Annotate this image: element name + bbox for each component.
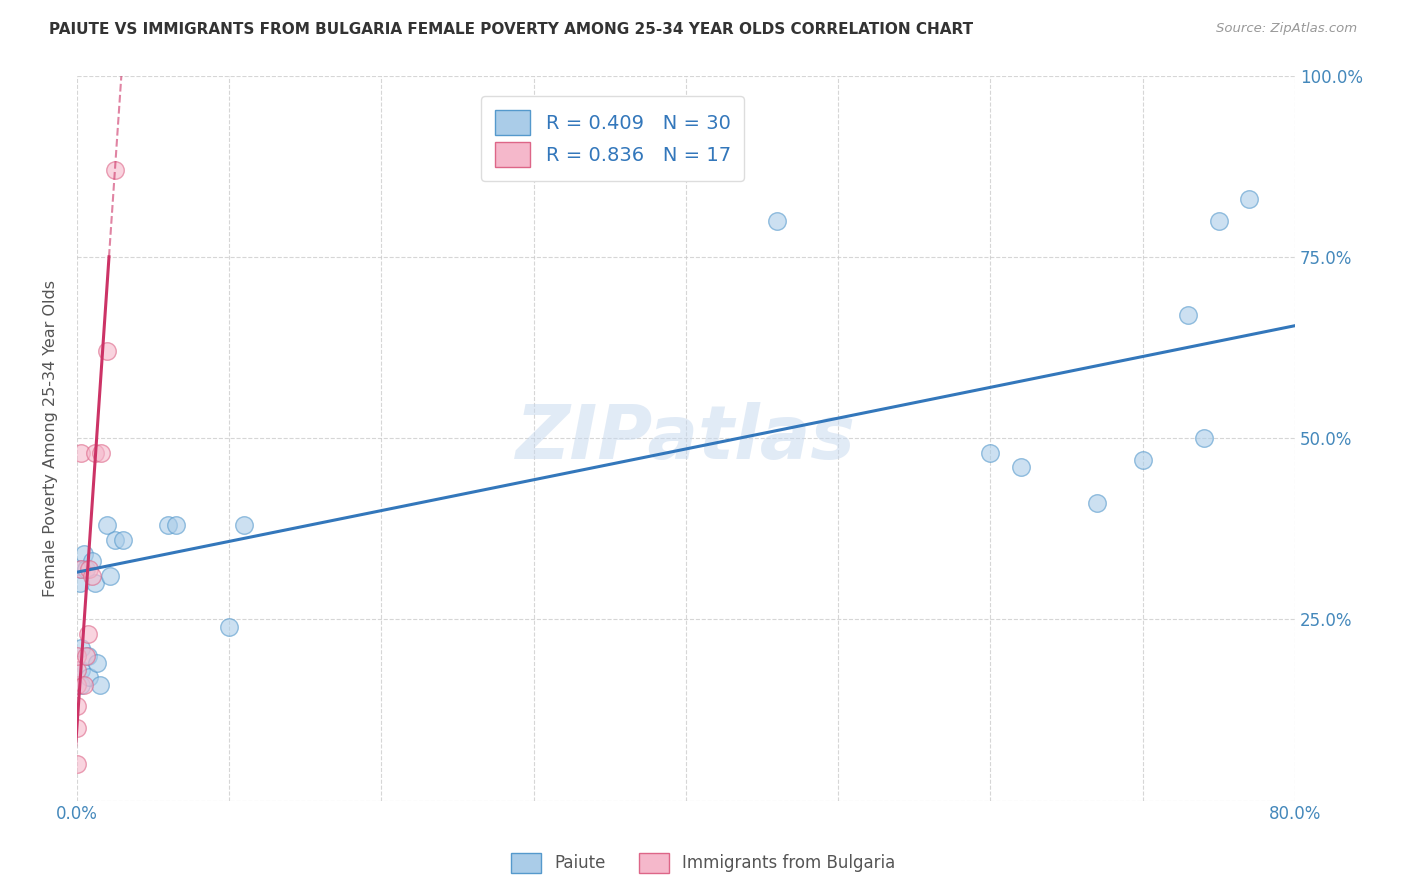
- Point: [1010, 460, 1032, 475]
- Point: [1177, 308, 1199, 322]
- Point: [75, 648, 97, 663]
- Point: [979, 445, 1001, 459]
- Point: [1239, 192, 1261, 206]
- Point: [96, 518, 118, 533]
- Point: [218, 619, 240, 633]
- Point: [70, 677, 93, 691]
- Point: [69, 561, 91, 575]
- Point: [76, 627, 98, 641]
- Point: [165, 518, 187, 533]
- Point: [66, 648, 89, 663]
- Point: [96, 344, 118, 359]
- Point: [70, 641, 93, 656]
- Point: [82, 569, 104, 583]
- Point: [70, 445, 93, 459]
- Point: [104, 533, 127, 547]
- Point: [82, 554, 104, 568]
- Point: [75, 561, 97, 575]
- Text: Source: ZipAtlas.com: Source: ZipAtlas.com: [1216, 22, 1357, 36]
- Point: [89, 677, 111, 691]
- Point: [84, 445, 107, 459]
- Point: [766, 213, 789, 227]
- Point: [1208, 213, 1230, 227]
- Legend: Paiute, Immigrants from Bulgaria: Paiute, Immigrants from Bulgaria: [503, 847, 903, 880]
- Point: [66, 757, 89, 772]
- Point: [84, 576, 107, 591]
- Point: [157, 518, 180, 533]
- Point: [66, 663, 89, 677]
- Y-axis label: Female Poverty Among 25-34 Year Olds: Female Poverty Among 25-34 Year Olds: [44, 279, 58, 597]
- Point: [69, 576, 91, 591]
- Point: [77, 561, 100, 575]
- Point: [90, 445, 112, 459]
- Point: [98, 569, 121, 583]
- Point: [66, 721, 89, 735]
- Point: [1192, 431, 1215, 445]
- Legend: R = 0.409   N = 30, R = 0.836   N = 17: R = 0.409 N = 30, R = 0.836 N = 17: [481, 96, 744, 181]
- Point: [66, 677, 89, 691]
- Point: [1132, 452, 1154, 467]
- Text: PAIUTE VS IMMIGRANTS FROM BULGARIA FEMALE POVERTY AMONG 25-34 YEAR OLDS CORRELAT: PAIUTE VS IMMIGRANTS FROM BULGARIA FEMAL…: [49, 22, 973, 37]
- Point: [1085, 496, 1108, 510]
- Point: [70, 663, 93, 677]
- Point: [73, 547, 96, 561]
- Point: [104, 162, 127, 177]
- Point: [86, 656, 108, 670]
- Point: [70, 561, 93, 575]
- Point: [77, 670, 100, 684]
- Point: [66, 699, 89, 714]
- Point: [111, 533, 134, 547]
- Point: [76, 648, 98, 663]
- Point: [233, 518, 256, 533]
- Point: [73, 677, 96, 691]
- Text: ZIPatlas: ZIPatlas: [516, 401, 856, 475]
